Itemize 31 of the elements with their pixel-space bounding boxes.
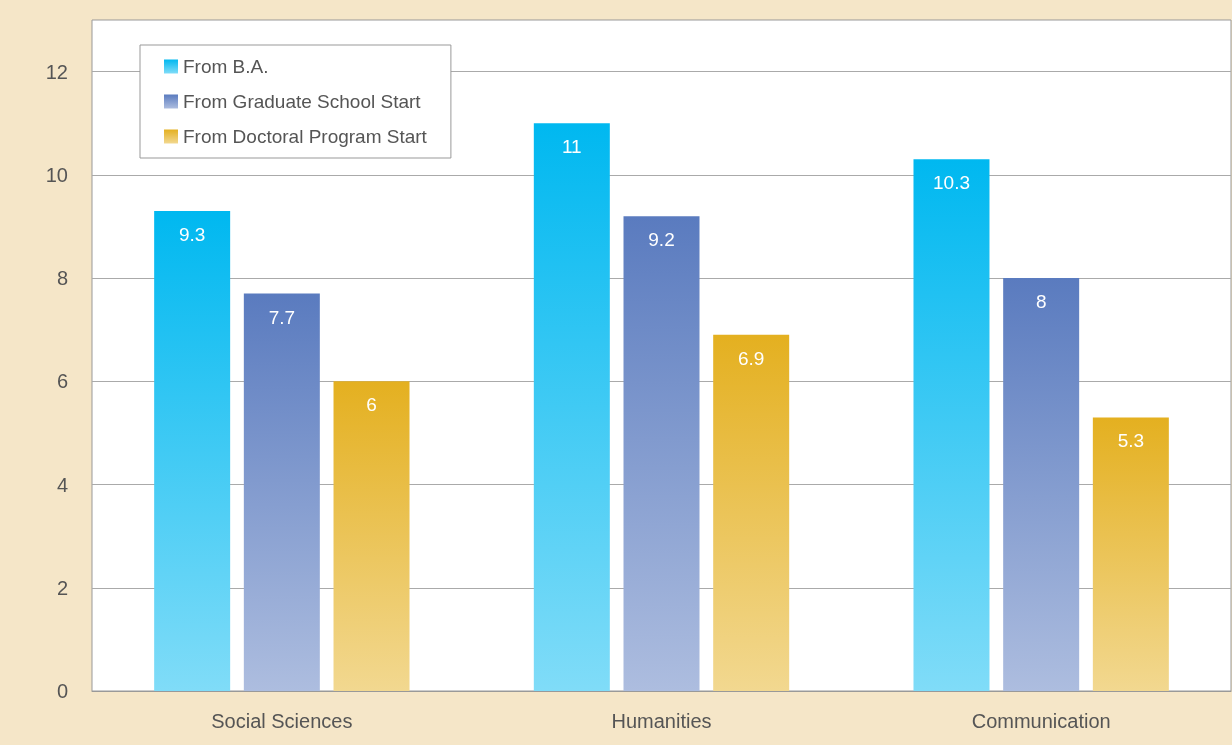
bar (623, 216, 700, 691)
x-tick-label: Social Sciences (211, 710, 353, 732)
y-tick-label: 10 (45, 163, 68, 186)
bar (333, 381, 410, 691)
bar (154, 210, 231, 691)
y-tick-label: 12 (45, 60, 68, 83)
data-label: 9.3 (178, 223, 206, 245)
data-label: 8 (1035, 291, 1047, 313)
bar (243, 293, 320, 691)
y-tick-label: 6 (56, 370, 68, 393)
bar (1092, 417, 1169, 691)
bar (713, 334, 790, 691)
y-tick-label: 0 (56, 680, 68, 702)
x-tick-label: Communication (971, 710, 1111, 732)
data-label: 9.2 (648, 229, 675, 251)
legend-label: From Doctoral Program Start (183, 126, 428, 147)
data-label: 10.3 (932, 172, 970, 194)
bar (1003, 278, 1080, 691)
data-label: 7.7 (268, 306, 296, 328)
y-tick-label: 4 (56, 473, 68, 496)
data-label: 6.9 (737, 347, 765, 369)
legend-label: From B.A. (183, 56, 269, 77)
y-tick-label: 8 (56, 267, 68, 290)
x-tick-label: Humanities (611, 710, 712, 732)
bar (913, 159, 990, 691)
data-label: 6 (366, 394, 377, 416)
data-label: 5.3 (1117, 430, 1145, 452)
legend-label: From Graduate School Start (183, 91, 422, 112)
bar (533, 123, 610, 691)
data-label: 11 (561, 136, 582, 158)
y-tick-label: 2 (56, 576, 68, 599)
